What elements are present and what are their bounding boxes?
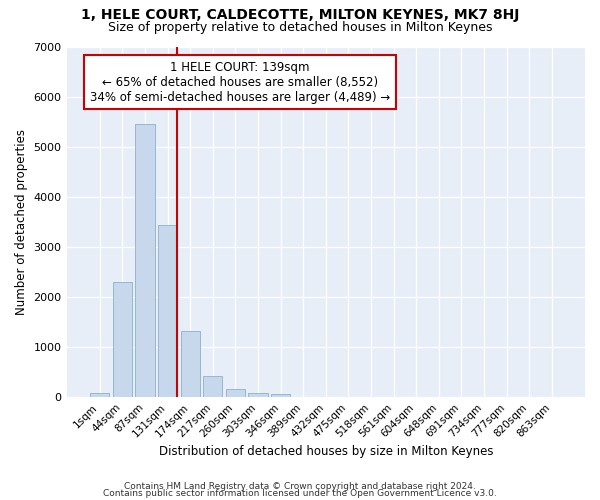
Bar	[113, 282, 132, 397]
Bar	[203, 376, 223, 397]
Bar	[181, 331, 200, 397]
Text: 1, HELE COURT, CALDECOTTE, MILTON KEYNES, MK7 8HJ: 1, HELE COURT, CALDECOTTE, MILTON KEYNES…	[81, 8, 519, 22]
Bar	[158, 226, 177, 397]
Bar	[248, 392, 268, 397]
X-axis label: Distribution of detached houses by size in Milton Keynes: Distribution of detached houses by size …	[158, 444, 493, 458]
Text: Contains HM Land Registry data © Crown copyright and database right 2024.: Contains HM Land Registry data © Crown c…	[124, 482, 476, 491]
Text: 1 HELE COURT: 139sqm
← 65% of detached houses are smaller (8,552)
34% of semi-de: 1 HELE COURT: 139sqm ← 65% of detached h…	[90, 60, 391, 104]
Bar	[136, 124, 155, 397]
Bar	[90, 393, 109, 397]
Text: Contains public sector information licensed under the Open Government Licence v3: Contains public sector information licen…	[103, 490, 497, 498]
Bar	[271, 394, 290, 397]
Bar	[226, 389, 245, 397]
Y-axis label: Number of detached properties: Number of detached properties	[15, 129, 28, 315]
Text: Size of property relative to detached houses in Milton Keynes: Size of property relative to detached ho…	[108, 21, 492, 34]
